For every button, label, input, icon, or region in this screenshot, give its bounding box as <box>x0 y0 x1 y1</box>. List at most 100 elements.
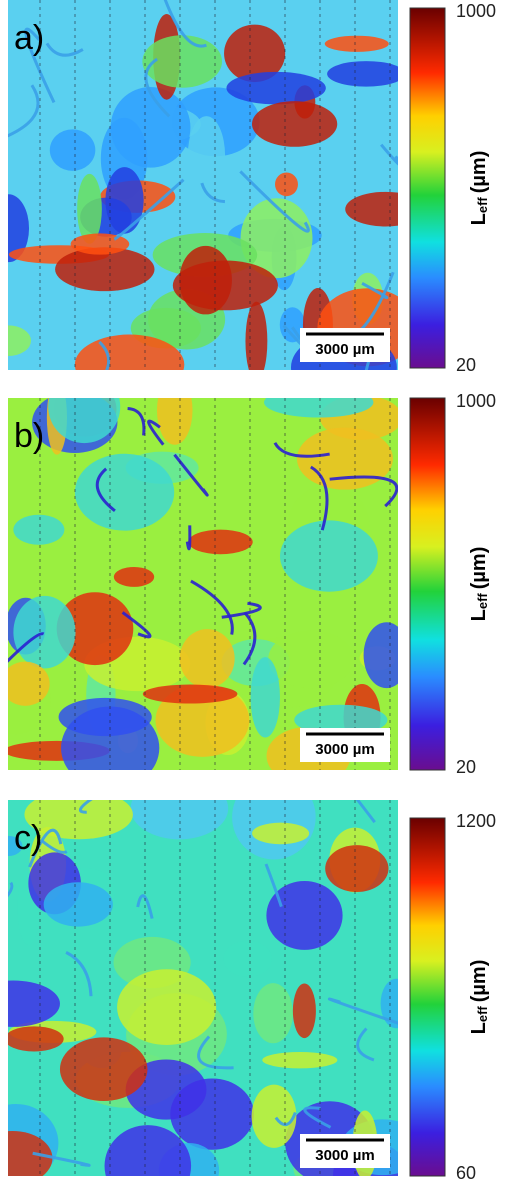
label-unit: (µm) <box>468 547 490 590</box>
boundary <box>127 407 146 436</box>
map-region <box>345 191 398 227</box>
colorbar <box>409 817 446 1177</box>
map-region <box>8 980 60 1027</box>
colorbar-label: Leff (µm) <box>468 547 490 622</box>
map-region <box>8 835 23 856</box>
map-region <box>48 398 121 444</box>
map-region <box>268 630 355 689</box>
boundary <box>136 894 154 919</box>
boundary <box>8 84 40 138</box>
boundary <box>95 467 116 513</box>
map-region <box>279 520 378 592</box>
map-region <box>251 101 338 147</box>
boundary <box>200 182 226 204</box>
label-unit: (µm) <box>468 151 490 194</box>
map-region <box>59 1037 148 1102</box>
map-image <box>8 398 398 770</box>
colorbar <box>409 397 446 771</box>
boundary <box>185 525 192 551</box>
map-region <box>8 194 30 263</box>
map-region <box>49 129 96 171</box>
boundary <box>356 1027 375 1062</box>
map-image <box>8 0 398 370</box>
panel-label: a) <box>14 19 44 57</box>
map-region <box>113 566 155 587</box>
map-region <box>327 61 398 87</box>
map-region <box>117 969 217 1045</box>
map-region <box>245 301 268 370</box>
boundary <box>147 419 165 446</box>
colorbar-min: 60 <box>456 1163 476 1183</box>
map-region <box>8 325 32 357</box>
map-region <box>110 86 191 168</box>
boundary <box>361 282 389 300</box>
colorbar-min: 20 <box>456 757 476 777</box>
label-main: L <box>468 213 490 225</box>
map-region <box>264 398 374 418</box>
label-main: L <box>468 609 490 621</box>
map-region <box>240 198 313 279</box>
colorbar-max: 1000 <box>456 391 496 411</box>
map-region <box>8 661 50 706</box>
map-region <box>142 35 223 88</box>
boundary <box>8 881 14 898</box>
map-region <box>77 173 102 244</box>
map-region <box>8 1026 64 1052</box>
map-region <box>253 983 293 1044</box>
label-unit: (µm) <box>468 960 490 1003</box>
map-region <box>262 1051 338 1069</box>
map-region <box>226 71 326 105</box>
map-region <box>363 622 398 689</box>
boundary <box>197 1035 234 1070</box>
map-region <box>232 800 316 860</box>
boundary <box>221 601 262 619</box>
boundary <box>190 579 234 635</box>
boundary <box>79 800 93 814</box>
boundary <box>273 442 330 458</box>
colorbar <box>409 7 446 369</box>
map-region <box>250 657 280 738</box>
map-region <box>43 882 113 927</box>
map-region <box>279 307 306 343</box>
boundary <box>239 170 310 233</box>
boundary <box>173 453 209 497</box>
map-region <box>275 172 298 197</box>
map-region <box>105 167 144 234</box>
boundary <box>329 475 398 508</box>
colorbar-max: 1200 <box>456 811 496 831</box>
map-region <box>179 629 235 689</box>
map-region <box>8 1130 53 1176</box>
boundary <box>32 1151 91 1167</box>
boundary <box>264 863 283 908</box>
map-region <box>179 245 232 315</box>
map-region <box>294 704 388 736</box>
scale-bar-label: 3000 µm <box>315 741 375 758</box>
map-region <box>130 800 229 840</box>
boundary <box>310 465 329 531</box>
boundary <box>65 951 93 997</box>
map-region <box>55 247 155 292</box>
map-region <box>324 35 389 52</box>
map-region <box>13 514 65 545</box>
panel-label: c) <box>14 819 42 857</box>
map-region <box>13 595 76 669</box>
map-region <box>251 1084 297 1148</box>
boundary <box>380 143 398 166</box>
map-region <box>187 116 226 196</box>
map-region <box>156 398 193 445</box>
boundary <box>40 839 68 854</box>
colorbar-label: Leff (µm) <box>468 960 490 1035</box>
boundary <box>303 1106 332 1129</box>
map-region <box>74 334 185 370</box>
map-region <box>223 940 272 977</box>
label-sub: eff <box>475 593 490 610</box>
colorbar-min: 20 <box>456 355 476 375</box>
map-region <box>292 983 316 1039</box>
label-main: L <box>468 1022 490 1034</box>
boundary <box>28 828 63 868</box>
boundary <box>355 800 376 824</box>
boundary <box>327 997 398 1025</box>
colorbar-label: Leff (µm) <box>468 151 490 226</box>
scale-bar-label: 3000 µm <box>315 1147 375 1164</box>
colorbar-max: 1000 <box>456 1 496 21</box>
